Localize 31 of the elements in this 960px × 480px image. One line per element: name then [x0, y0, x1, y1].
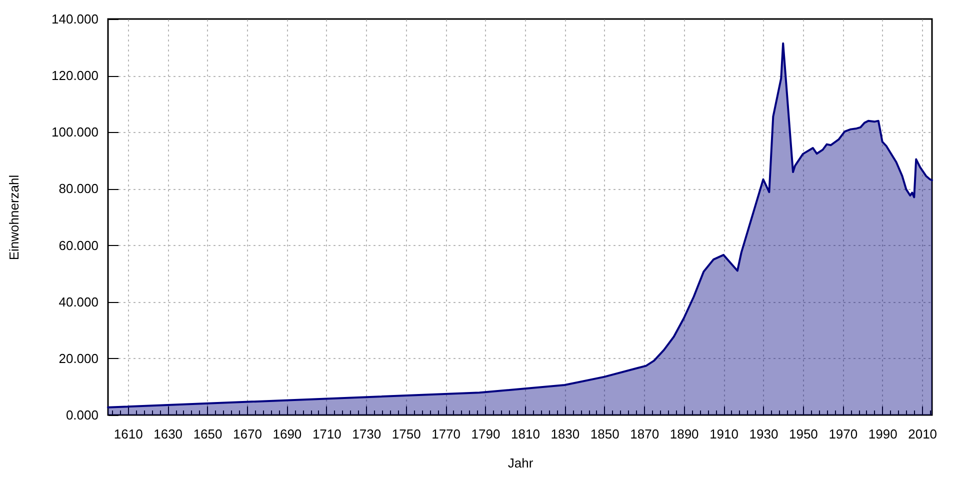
x-tick-label: 1890 — [670, 426, 699, 442]
x-tick-label: 1730 — [352, 426, 382, 442]
y-tick-label: 60.000 — [58, 238, 98, 253]
x-tick-label: 1690 — [272, 426, 302, 442]
x-tick-label: 1870 — [630, 426, 660, 442]
x-tick-label: 1830 — [550, 426, 580, 442]
x-tick-label: 1710 — [312, 426, 342, 442]
x-tick-label: 1790 — [471, 426, 500, 442]
x-tick-label: 1910 — [710, 426, 738, 442]
y-tick-label: 20.000 — [58, 350, 98, 366]
y-tick-label: 40.000 — [58, 294, 98, 310]
y-tick-label: 0.000 — [66, 408, 98, 422]
x-tick-label: 1930 — [749, 426, 778, 442]
y-tick-label: 120.000 — [52, 68, 98, 84]
x-tick-label: 1970 — [828, 426, 858, 442]
x-tick-label: 1610 — [114, 426, 143, 442]
x-tick-label: 1750 — [392, 426, 421, 442]
x-tick-label: 2010 — [908, 426, 938, 442]
x-tick-label: 1650 — [193, 426, 222, 442]
x-tick-label: 1630 — [154, 426, 183, 442]
y-tick-label: 140.000 — [52, 12, 98, 26]
x-tick-label: 1810 — [511, 426, 540, 442]
x-tick-label: 1670 — [233, 426, 262, 442]
x-axis-title: Jahr — [508, 456, 534, 470]
x-tick-label: 1950 — [788, 426, 818, 442]
x-tick-label: 1850 — [590, 426, 620, 442]
y-tick-label: 100.000 — [52, 124, 98, 140]
x-tick-label: 1770 — [432, 426, 461, 442]
y-tick-label: 80.000 — [58, 181, 98, 196]
x-tick-label: 1990 — [868, 426, 898, 442]
y-axis-title: Einwohnerzahl — [6, 174, 22, 260]
